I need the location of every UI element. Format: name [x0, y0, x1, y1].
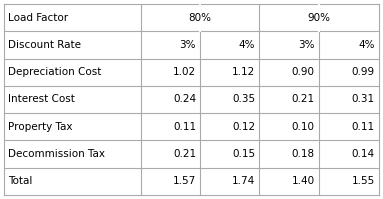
- Text: 1.74: 1.74: [232, 176, 255, 186]
- Text: Discount Rate: Discount Rate: [8, 40, 81, 50]
- Text: Property Tax: Property Tax: [8, 122, 72, 132]
- Text: 0.10: 0.10: [291, 122, 314, 132]
- Text: 1.40: 1.40: [291, 176, 314, 186]
- Text: 0.12: 0.12: [232, 122, 255, 132]
- Text: 0.35: 0.35: [232, 95, 255, 104]
- Text: Interest Cost: Interest Cost: [8, 95, 75, 104]
- Text: 1.57: 1.57: [173, 176, 196, 186]
- Text: 0.21: 0.21: [291, 95, 314, 104]
- Text: 0.21: 0.21: [173, 149, 196, 159]
- Text: 1.12: 1.12: [232, 67, 255, 77]
- Text: 0.15: 0.15: [232, 149, 255, 159]
- Text: Load Factor: Load Factor: [8, 13, 68, 23]
- Text: 4%: 4%: [358, 40, 375, 50]
- Text: 0.11: 0.11: [173, 122, 196, 132]
- Text: 0.31: 0.31: [352, 95, 375, 104]
- Text: 80%: 80%: [188, 13, 212, 23]
- Text: 0.18: 0.18: [291, 149, 314, 159]
- Text: 0.99: 0.99: [352, 67, 375, 77]
- Text: 3%: 3%: [180, 40, 196, 50]
- Text: 0.11: 0.11: [352, 122, 375, 132]
- Text: 1.02: 1.02: [173, 67, 196, 77]
- Text: Depreciation Cost: Depreciation Cost: [8, 67, 101, 77]
- Text: 4%: 4%: [239, 40, 255, 50]
- Text: 90%: 90%: [308, 13, 331, 23]
- Text: 0.24: 0.24: [173, 95, 196, 104]
- Text: Decommission Tax: Decommission Tax: [8, 149, 105, 159]
- Text: 0.14: 0.14: [352, 149, 375, 159]
- Text: 3%: 3%: [298, 40, 314, 50]
- Text: 0.90: 0.90: [291, 67, 314, 77]
- Text: Total: Total: [8, 176, 33, 186]
- Text: 1.55: 1.55: [352, 176, 375, 186]
